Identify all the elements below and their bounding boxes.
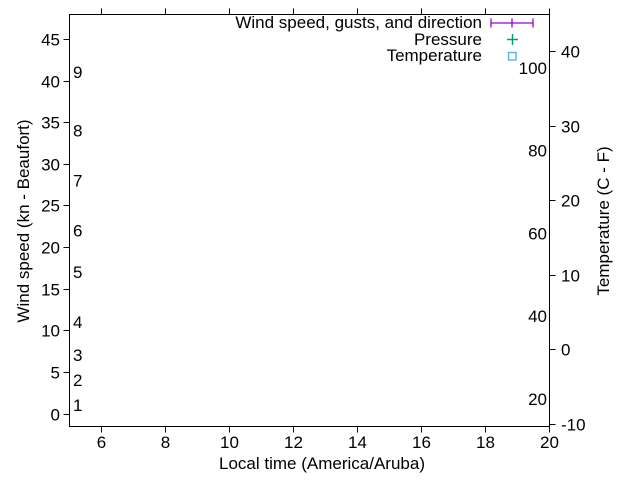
y-tick-label: 40 (41, 72, 60, 91)
pressure-plus-glyph (506, 34, 518, 46)
pressure-plus-icon (482, 33, 542, 46)
y2-tick-label: 20 (561, 191, 580, 210)
x-tick-label: 6 (97, 433, 106, 452)
y2-tick-label: 40 (561, 42, 580, 61)
legend-item-wind: Wind speed, gusts, and direction (80, 13, 542, 32)
x-tick-label: 8 (161, 433, 170, 452)
x-tick-label: 16 (412, 433, 431, 452)
fahrenheit-scale-label: 60 (528, 224, 547, 243)
y2-tick-label: -10 (561, 415, 586, 434)
y-tick-label: 5 (51, 363, 60, 382)
fahrenheit-scale-label: 80 (528, 142, 547, 161)
beaufort-scale-label: 4 (73, 313, 82, 332)
y-tick-label: 30 (41, 155, 60, 174)
y-tick-label: 0 (51, 405, 60, 424)
temperature-square-glyph (507, 51, 517, 61)
y2-tick-label: 10 (561, 266, 580, 285)
x-tick-label: 18 (476, 433, 495, 452)
legend: Wind speed, gusts, and direction Pressur… (80, 13, 542, 65)
y-tick-label: 35 (41, 113, 60, 132)
wind-errorbar-glyph (490, 18, 534, 28)
y-tick-label: 10 (41, 321, 60, 340)
beaufort-scale-label: 9 (73, 63, 82, 82)
x-tick-label: 14 (348, 433, 367, 452)
x-tick-label: 20 (540, 433, 559, 452)
fahrenheit-scale-label: 100 (519, 59, 547, 78)
legend-item-pressure: Pressure (80, 29, 542, 49)
y2-tick-label: 30 (561, 117, 580, 136)
beaufort-scale-label: 5 (73, 263, 82, 282)
legend-label-wind: Wind speed, gusts, and direction (235, 13, 482, 32)
beaufort-scale-label: 1 (73, 396, 82, 415)
beaufort-scale-label: 7 (73, 171, 82, 190)
fahrenheit-scale-label: 20 (528, 390, 547, 409)
y-axis-title: Wind speed (kn - Beaufort) (14, 119, 33, 323)
y-tick-label: 15 (41, 280, 60, 299)
fahrenheit-scale-label: 40 (528, 307, 547, 326)
y-tick-label: 25 (41, 196, 60, 215)
legend-label-temperature: Temperature (386, 46, 482, 65)
x-tick-label: 10 (220, 433, 239, 452)
beaufort-scale-label: 6 (73, 221, 82, 240)
legend-label-pressure: Pressure (413, 29, 482, 49)
beaufort-scale-label: 3 (73, 346, 82, 365)
x-tick-label: 12 (284, 433, 303, 452)
y-tick-label: 20 (41, 238, 60, 257)
wind-errorbar-icon (482, 17, 542, 29)
y2-tick-label: 0 (561, 340, 570, 359)
temperature-square-icon (482, 51, 542, 62)
beaufort-scale-label: 2 (73, 371, 82, 390)
y-tick-label: 45 (41, 30, 60, 49)
beaufort-scale-label: 8 (73, 121, 82, 140)
plot-border (69, 14, 550, 427)
legend-item-temperature: Temperature (80, 46, 542, 65)
y2-axis-title: Temperature (C - F) (594, 146, 613, 296)
x-axis-title: Local time (America/Aruba) (219, 454, 425, 473)
